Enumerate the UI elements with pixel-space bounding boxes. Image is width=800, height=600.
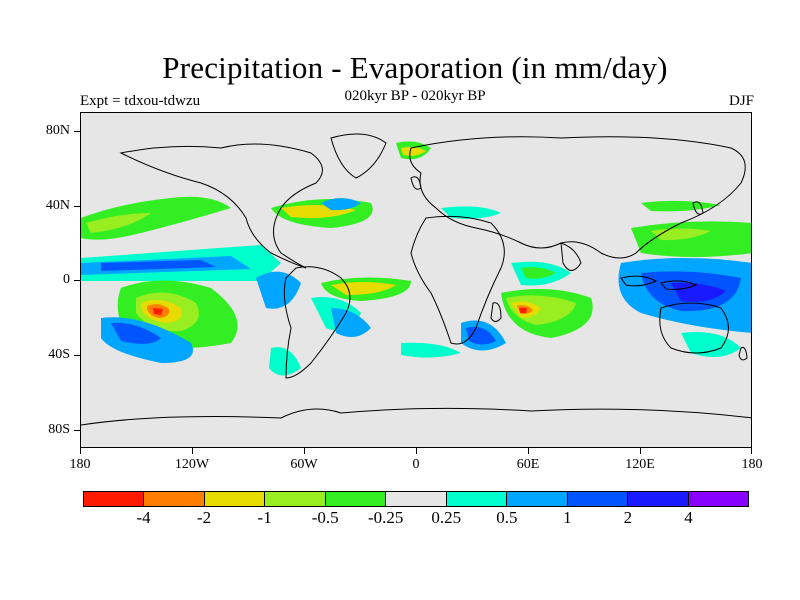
colorbar-segment [446,492,508,506]
pme-blob [86,213,151,233]
pme-blob [631,221,751,257]
colorbar-segment [386,492,447,506]
y-tick-label-0: 0 [63,272,70,287]
colorbar-label: 0.25 [431,508,462,527]
coast-north-america [119,143,323,269]
x-tick-label-60w: 60W [290,457,318,472]
map-field [81,133,751,426]
x-tick [751,448,752,454]
coast-indonesia [620,275,658,287]
plot-subtitle: 020kyr BP - 020kyr BP [344,88,486,104]
colorbar-segment [265,492,326,506]
pme-field [81,141,751,376]
x-tick [192,448,193,454]
x-tick-label-0: 0 [412,457,420,472]
pme-blob [401,147,426,156]
pme-blob [331,282,396,295]
experiment-label: Expt = tdxou-tdwzu [80,93,201,109]
colorbar-segment [204,492,266,506]
x-tick [528,448,529,454]
coastlines [81,133,751,426]
x-tick [416,448,417,454]
y-tick-label-40n: 40N [45,198,70,213]
coast-antarctica [81,407,751,426]
colorbar-label: 0.5 [496,508,518,527]
pme-blob [641,200,721,212]
coast-greenland [330,133,387,179]
x-tick [80,448,81,454]
pme-blob [401,342,461,358]
y-tick-label-40s: 40S [48,347,70,362]
colorbar-segment [325,492,387,506]
pme-blob [521,267,556,279]
x-tick-label-120e: 120E [625,457,655,472]
coast-australia [659,302,729,354]
coast-madagascar [490,302,502,322]
pme-blob [681,332,741,357]
colorbar-segment [144,492,205,506]
coast-uk [410,176,422,190]
colorbar-segment [688,492,748,506]
coast-indonesia-2 [660,280,698,290]
x-tick-label-180e: 180 [741,457,763,472]
pme-blob [101,260,216,271]
colorbar-segment [507,492,568,506]
colorbar-label: 2 [623,508,633,527]
x-tick [304,448,305,454]
colorbar-segment [567,492,629,506]
x-tick-label-60e: 60E [516,457,540,472]
y-tick [74,131,80,132]
colorbar-label: 1 [563,508,572,527]
pme-blob [111,322,161,344]
coast-south-america [283,266,351,379]
pme-blob [81,196,231,240]
colorbar [83,491,749,507]
x-tick-label-180w: 180 [69,457,91,472]
colorbar-label: -1 [257,508,272,527]
pme-blob [269,347,301,376]
pme-blob [331,308,371,337]
y-tick [74,355,80,356]
x-tick [640,448,641,454]
pme-blob [671,282,726,302]
y-tick [74,430,80,431]
coast-new-zealand [738,347,748,361]
colorbar-segment [84,492,145,506]
pme-blob [519,308,527,313]
plot-title: Precipitation - Evaporation (in mm/day) [162,50,668,85]
map-panel [80,112,752,448]
colorbar-segment [628,492,689,506]
y-tick-label-80s: 80S [48,422,70,437]
coast-japan [692,201,704,215]
season-label: DJF [728,93,754,109]
pme-blob [153,308,163,315]
pme-blob [441,206,501,219]
coast-eurasia [409,136,746,259]
coast-africa [410,215,505,345]
y-tick-label-80n: 80N [45,123,70,138]
coast-india [560,242,582,271]
colorbar-label: 4 [684,508,693,527]
pme-blob [321,198,361,211]
pme-blob [466,326,496,345]
y-tick [74,280,80,281]
x-tick-label-120w: 120W [174,457,210,472]
pme-blob [256,271,301,309]
colorbar-label: -4 [136,508,151,527]
colorbar-label: -2 [196,508,212,527]
y-tick [74,206,80,207]
colorbar-label: -0.25 [368,508,404,527]
colorbar-label: -0.5 [311,508,339,527]
